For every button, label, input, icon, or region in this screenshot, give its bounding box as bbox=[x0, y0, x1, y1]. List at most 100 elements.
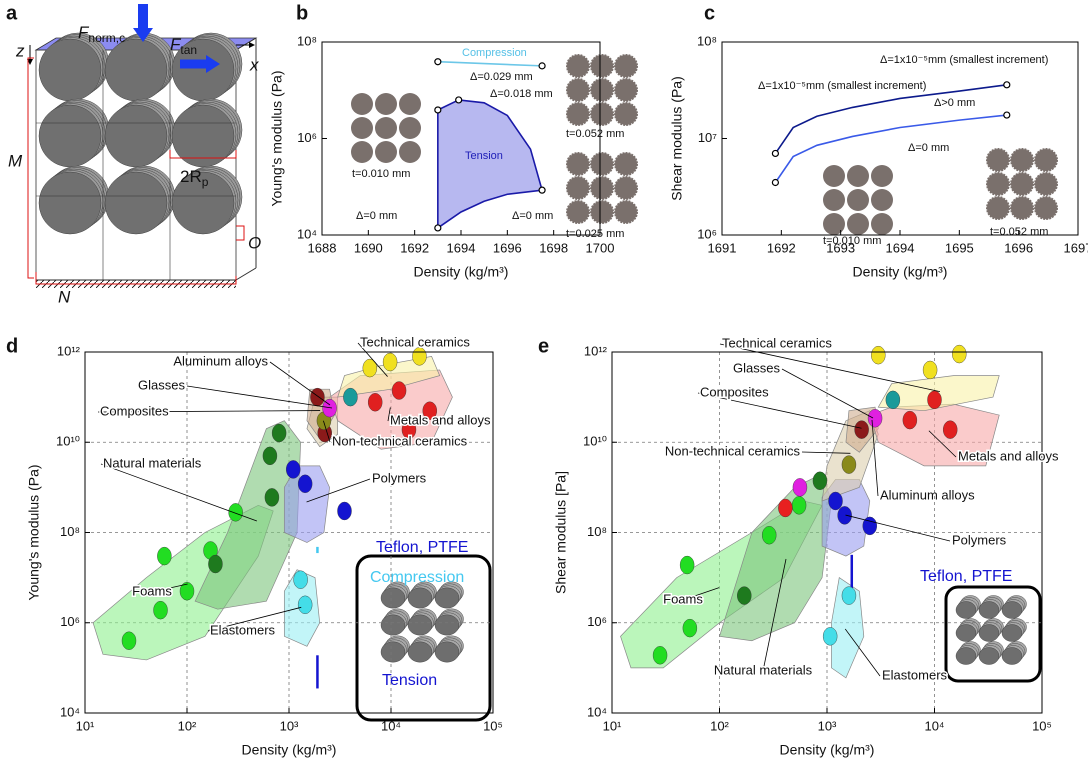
x-tick-label: 10³ bbox=[280, 718, 299, 733]
material-bubble bbox=[401, 420, 417, 439]
x-tick-label: 10² bbox=[710, 718, 729, 733]
x-tick-label: 10⁴ bbox=[924, 718, 944, 733]
x-tick-label: 10² bbox=[178, 718, 197, 733]
inset-disk bbox=[434, 641, 460, 663]
inset-particle bbox=[351, 141, 373, 163]
material-bubble bbox=[293, 570, 308, 589]
y-axis-label: Young's modulus (Pa) bbox=[269, 70, 285, 206]
inset-particle bbox=[614, 102, 638, 126]
leader-line bbox=[682, 587, 720, 601]
region-label: Elastomers bbox=[210, 622, 276, 637]
region-label: Non-technical ceramics bbox=[332, 433, 468, 448]
leader-line bbox=[269, 361, 331, 406]
inset-particle bbox=[1010, 196, 1034, 220]
leader-line bbox=[100, 463, 258, 522]
material-bubble bbox=[854, 420, 869, 439]
disk bbox=[38, 38, 102, 102]
leader-line bbox=[357, 342, 388, 377]
x-axis-label: Density (kg/m³) bbox=[780, 742, 875, 758]
region-label: Composites bbox=[700, 384, 769, 399]
y-tick-label: 10⁶ bbox=[697, 226, 717, 241]
x-tick-label: 1690 bbox=[354, 240, 383, 255]
y-axis-label: Shear modulus (Pa) bbox=[669, 76, 685, 201]
y-tick-label: 10¹⁰ bbox=[56, 434, 80, 449]
material-bubble bbox=[362, 358, 378, 378]
material-bubble bbox=[927, 390, 942, 410]
region-label: Foams bbox=[132, 583, 172, 598]
force-arrow bbox=[133, 28, 153, 42]
material-bubble bbox=[885, 390, 901, 410]
annotation: Tension bbox=[382, 672, 437, 689]
material-bubble bbox=[762, 526, 777, 545]
x-tick-label: 10⁵ bbox=[1032, 718, 1052, 733]
point bbox=[1003, 111, 1011, 119]
dim-label: N bbox=[58, 287, 71, 306]
material-bubble bbox=[841, 586, 857, 605]
material-bubble bbox=[310, 387, 325, 407]
region-label: Technical ceramics bbox=[722, 335, 832, 350]
force-label: F bbox=[170, 35, 182, 54]
leader-line bbox=[928, 430, 957, 458]
region bbox=[337, 355, 441, 398]
x-tick-label: 1693 bbox=[826, 240, 855, 255]
force-sub: norm,c bbox=[88, 31, 125, 45]
material-bubble bbox=[391, 381, 407, 400]
inset-particle bbox=[399, 141, 421, 163]
region bbox=[283, 465, 330, 543]
annotation: Compression bbox=[370, 569, 464, 586]
annotation: Tension bbox=[465, 150, 503, 162]
x-tick-label: 10⁵ bbox=[483, 718, 503, 733]
inset-particle bbox=[375, 141, 397, 163]
force-label: Ftan bbox=[170, 35, 197, 57]
leader-line bbox=[697, 392, 862, 429]
annotation: Aluminum alloys bbox=[880, 487, 975, 502]
inset-disk bbox=[978, 647, 1000, 665]
annotation: Glasses bbox=[733, 360, 780, 375]
annotation: t=0.010 mm bbox=[352, 168, 410, 180]
x-tick-label: 10¹ bbox=[603, 718, 622, 733]
dim-label: O bbox=[248, 233, 261, 252]
inset-particle bbox=[351, 93, 373, 115]
region-label: Metals and alloys bbox=[390, 412, 491, 427]
disk bbox=[104, 104, 168, 168]
material-bubble bbox=[322, 398, 337, 418]
leader-line bbox=[323, 420, 331, 443]
y-axis-label: Young's modulus (Pa) bbox=[26, 464, 42, 600]
annotation: Teflon, PTFE bbox=[376, 539, 468, 556]
region-label: Technical ceramics bbox=[360, 334, 470, 349]
material-bubble bbox=[343, 387, 358, 407]
material-bubble bbox=[841, 455, 857, 474]
inset-particle bbox=[351, 117, 373, 139]
annotation: Compression bbox=[462, 47, 527, 59]
x-tick-label: 1694 bbox=[447, 240, 476, 255]
material-bubble bbox=[286, 460, 301, 479]
x-tick-label: 1688 bbox=[308, 240, 337, 255]
inset-particle bbox=[566, 54, 590, 78]
x-tick-label: 1692 bbox=[767, 240, 796, 255]
point bbox=[455, 96, 463, 104]
area bbox=[437, 99, 544, 230]
inset-particle bbox=[986, 196, 1010, 220]
force-sub: tan bbox=[180, 43, 197, 57]
x-tick-label: 1695 bbox=[945, 240, 974, 255]
point bbox=[771, 178, 780, 187]
schematic: z x Fnorm,c Ftan M 2Rp O N bbox=[8, 4, 261, 306]
inset-disk bbox=[434, 587, 460, 609]
inset-particle bbox=[566, 102, 590, 126]
point bbox=[434, 106, 442, 114]
bracket bbox=[35, 272, 237, 285]
y-tick-label: 10⁷ bbox=[698, 130, 717, 145]
inset-disk bbox=[1001, 624, 1023, 642]
disk bbox=[171, 171, 235, 235]
inset-particle bbox=[590, 102, 614, 126]
y-tick-label: 10⁸ bbox=[587, 524, 607, 539]
inset-disk bbox=[955, 624, 977, 642]
region-label: Composites bbox=[100, 403, 169, 418]
inset-disk bbox=[978, 624, 1000, 642]
annotation: Δ=1x10⁻⁵mm (smallest increment) bbox=[880, 54, 1048, 66]
leader-line bbox=[186, 385, 333, 409]
x-tick-label: 1694 bbox=[886, 240, 915, 255]
material-bubble bbox=[837, 506, 852, 525]
region-label: Metals and alloys bbox=[958, 448, 1059, 463]
